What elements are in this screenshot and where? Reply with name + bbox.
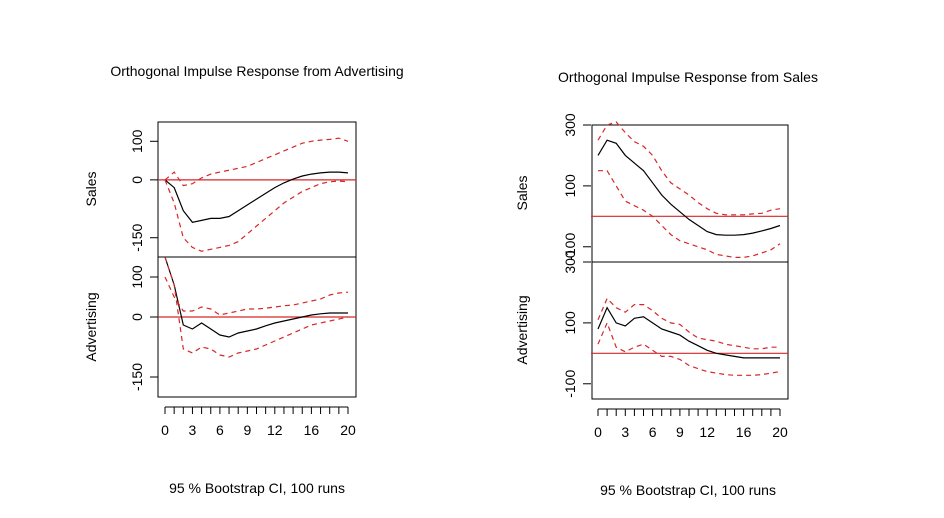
ci-lower-line xyxy=(164,179,349,252)
y-axis-label: Advertising xyxy=(83,292,99,361)
ci-upper-line xyxy=(164,276,349,316)
x-tick-label: 3 xyxy=(189,422,197,438)
y-tick-label: 100 xyxy=(129,129,145,153)
x-tick-label: 0 xyxy=(161,422,169,438)
ci-upper-line xyxy=(164,137,349,187)
x-tick-label: 16 xyxy=(304,422,320,438)
y-tick-label: 300 xyxy=(562,113,578,137)
impulse-chart-advertising: Orthogonal Impulse Response from Adverti… xyxy=(83,63,404,496)
ci-lower-line xyxy=(598,170,781,258)
y-tick-label: 100 xyxy=(562,311,578,335)
x-tick-label: 16 xyxy=(736,424,752,440)
plot-frame-bottom xyxy=(157,256,357,398)
y-tick-label: -100 xyxy=(562,233,578,261)
x-tick-label: 0 xyxy=(594,424,602,440)
ci-lower-line xyxy=(597,321,781,376)
y-tick-label: -100 xyxy=(562,370,578,398)
x-tick-label: 6 xyxy=(649,424,657,440)
y-axis-label: Sales xyxy=(514,175,530,210)
y-tick-label: -150 xyxy=(129,363,145,391)
ci-upper-line xyxy=(597,297,780,350)
x-tick-label: 20 xyxy=(340,422,356,438)
plot-frame-top xyxy=(157,121,357,258)
x-tick-label: 12 xyxy=(699,424,715,440)
y-tick-label: -150 xyxy=(129,223,145,251)
y-axis-label: Sales xyxy=(83,171,99,206)
chart-footer: 95 % Bootstrap CI, 100 runs xyxy=(600,482,776,498)
x-tick-label: 9 xyxy=(243,422,251,438)
x-tick-label: 20 xyxy=(772,424,788,440)
response-line xyxy=(164,171,349,223)
ci-upper-line xyxy=(597,121,781,216)
x-tick-label: 3 xyxy=(621,424,629,440)
x-tick-label: 6 xyxy=(216,422,224,438)
y-tick-label: 100 xyxy=(562,174,578,198)
response-line xyxy=(597,139,781,236)
y-tick-label: 0 xyxy=(129,313,145,321)
ci-lower-line xyxy=(164,256,349,358)
x-tick-label: 9 xyxy=(676,424,684,440)
y-tick-label: 300 xyxy=(562,250,578,274)
response-line xyxy=(597,306,780,359)
x-tick-label: 12 xyxy=(267,422,283,438)
chart-title: Orthogonal Impulse Response from Adverti… xyxy=(110,63,403,79)
y-axis-label: Advertising xyxy=(514,295,530,364)
impulse-chart-sales: Orthogonal Impulse Response from Sales S… xyxy=(514,69,818,498)
y-tick-label: 0 xyxy=(129,176,145,184)
chart-footer: 95 % Bootstrap CI, 100 runs xyxy=(169,480,345,496)
chart-marks: 100 0 -150 100 0 -150 0 3 6 9 12 16 20 xyxy=(129,129,356,438)
plot-frame-bottom xyxy=(591,261,789,400)
chart-title: Orthogonal Impulse Response from Sales xyxy=(558,69,818,85)
y-tick-label: 100 xyxy=(129,265,145,289)
response-line xyxy=(164,256,348,338)
